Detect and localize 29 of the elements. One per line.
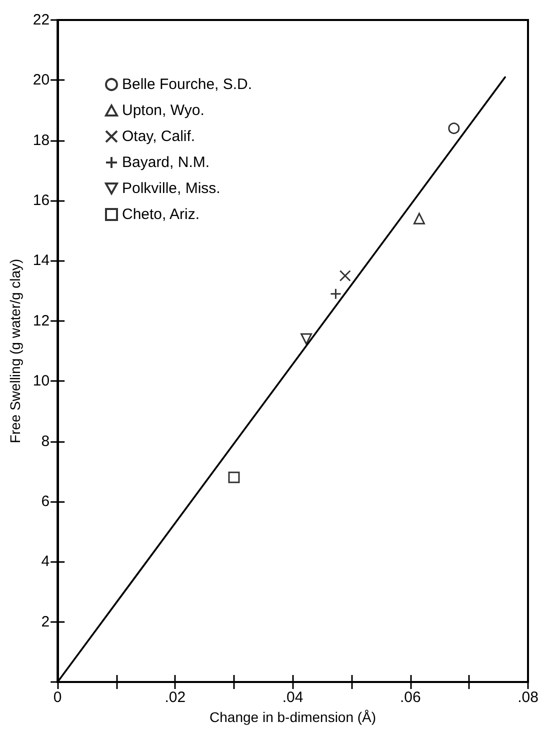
- y-tick-label: 8: [41, 432, 50, 450]
- point: [228, 472, 240, 484]
- y-tick-label: 16: [32, 192, 50, 210]
- point: [339, 270, 351, 282]
- legend-label: Bayard, N.M.: [122, 154, 210, 171]
- y-tick-label: 2: [41, 613, 50, 630]
- point: [448, 122, 460, 134]
- y-tick-label: 12: [32, 312, 50, 330]
- legend-label: Cheto, Ariz.: [122, 206, 200, 223]
- y-tick-label: 18: [32, 132, 50, 149]
- legend-label: Otay, Calif.: [122, 128, 196, 145]
- x-tick-label: .02: [164, 689, 186, 706]
- y-tick-label: 22: [32, 12, 50, 28]
- legend-label: Belle Fourche, S.D.: [122, 76, 252, 93]
- y-tick-label: 10: [32, 372, 50, 390]
- y-tick-label: 6: [41, 492, 50, 510]
- x-axis-title: Change in b-dimension (Å): [210, 709, 376, 725]
- point: [300, 333, 312, 345]
- legend-label: Upton, Wyo.: [122, 102, 204, 119]
- x-tick-label: 0: [53, 689, 62, 706]
- y-tick-label: 14: [32, 252, 50, 270]
- legend-label: Polkville, Miss.: [122, 180, 220, 197]
- x-tick-label: .04: [282, 689, 304, 706]
- y-tick-label: 4: [41, 553, 50, 570]
- y-tick-label: 20: [32, 72, 50, 89]
- x-tick-label: .06: [400, 689, 421, 706]
- point: [413, 212, 425, 224]
- y-axis-title: Free Swelling (g water/g clay): [7, 258, 23, 444]
- x-tick-label: .08: [518, 689, 538, 706]
